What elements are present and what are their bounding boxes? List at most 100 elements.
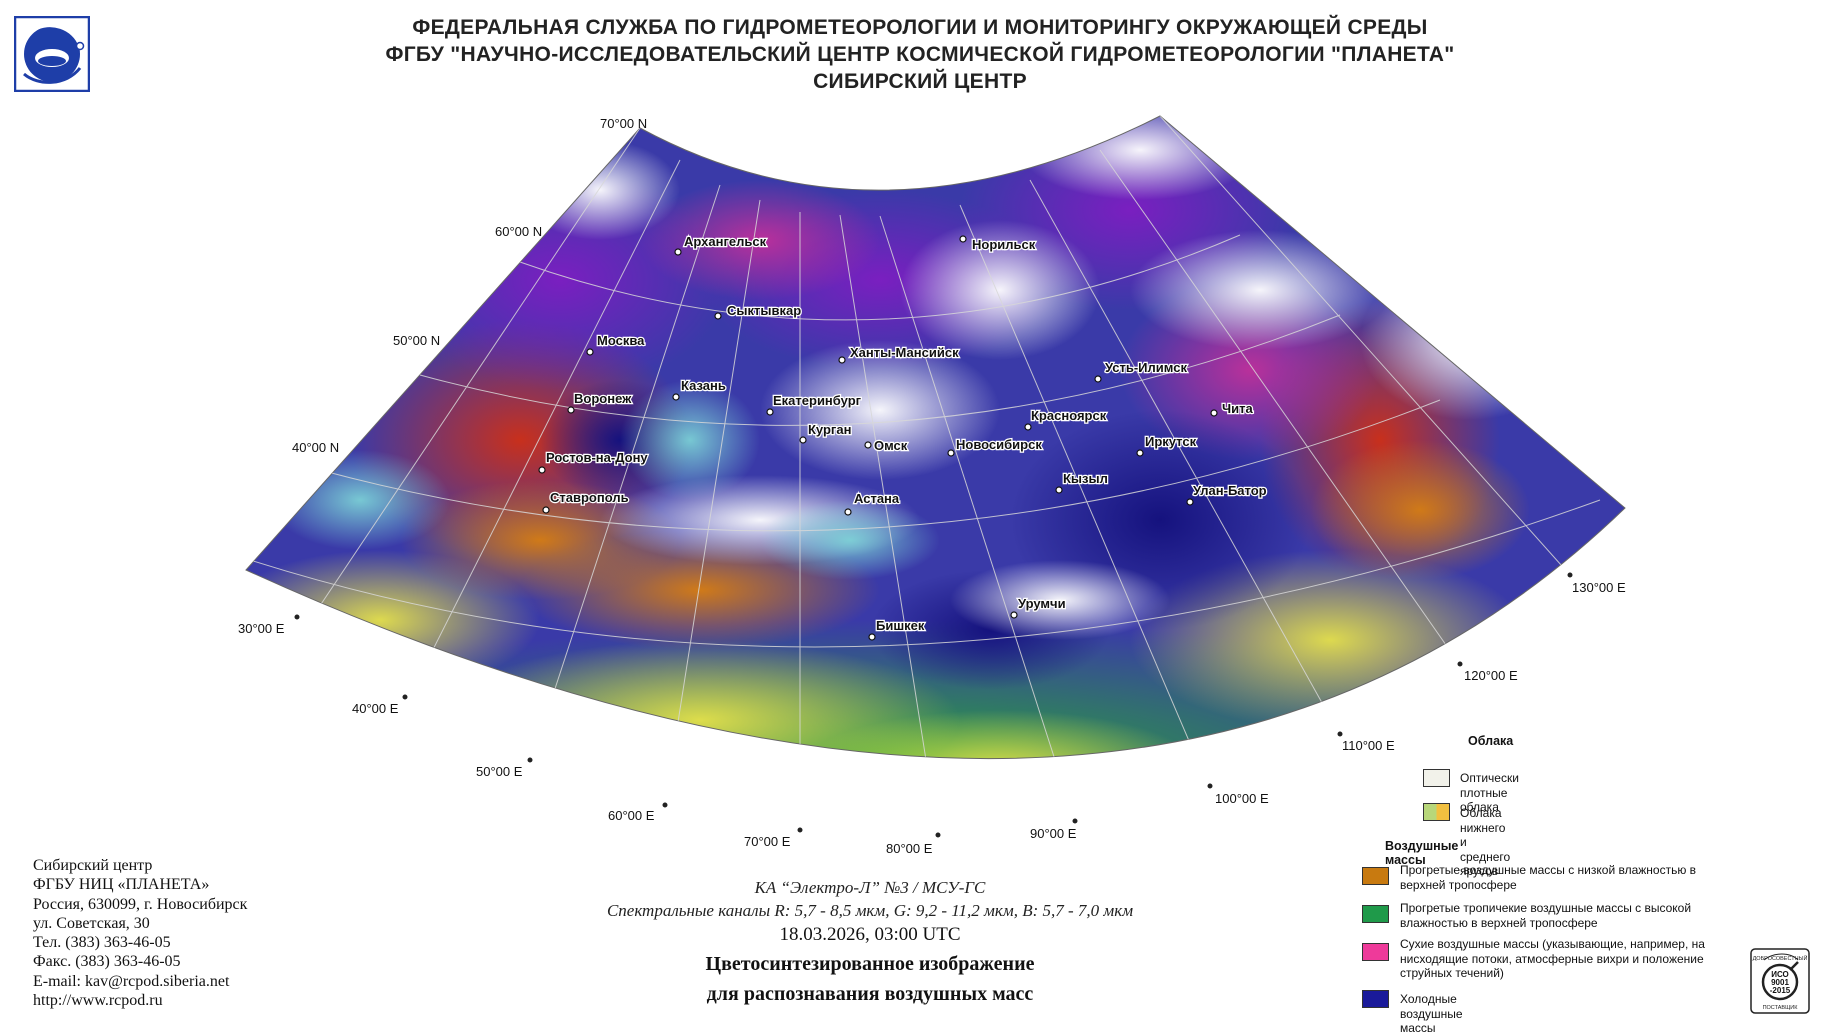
lon-label: 80°00 E: [886, 841, 933, 856]
svg-text:9001: 9001: [1771, 978, 1789, 987]
city-kurgan: Курган: [799, 421, 853, 444]
svg-text:Новосибирск: Новосибирск: [956, 437, 1042, 452]
city-khanty-mansiysk: Ханты-Мансийск: [838, 344, 960, 364]
city-krasnoyarsk: Красноярск: [1024, 407, 1108, 431]
graticule: [249, 116, 1601, 759]
header-line-3: СИБИРСКИЙ ЦЕНТР: [813, 70, 1027, 93]
legend-swatch-dense-clouds: [1423, 769, 1450, 787]
lon-label: 30°00 E: [238, 621, 285, 636]
city-norilsk: Норильск: [959, 235, 1037, 253]
city-syktyvkar: Сыктывкар: [714, 302, 802, 320]
image-title-line-2: для распознавания воздушных масс: [706, 983, 1034, 1005]
legend-swatch-cold: [1362, 990, 1389, 1008]
lat-label: 50°00 N: [393, 333, 440, 348]
legend-swatch-warm-dry: [1362, 867, 1389, 885]
city-irkutsk: Иркутск: [1136, 433, 1198, 457]
svg-text:Омск: Омск: [874, 438, 908, 453]
legend-label-warm-tropical: Прогретые тропичекие воздушные массы с в…: [1400, 901, 1692, 930]
legend-label-dry: Сухие воздушные массы (указывающие, напр…: [1400, 937, 1705, 980]
contact-phone: Тел. (383) 363-46-05: [33, 934, 171, 952]
svg-text:Воронеж: Воронеж: [574, 391, 632, 406]
lon-tick-markers: [293, 571, 1574, 839]
lon-label: 70°00 E: [744, 834, 791, 849]
city-astana: Астана: [844, 490, 901, 516]
contact-line: Сибирский центр: [33, 857, 153, 874]
svg-text:ПОСТАВЩИК: ПОСТАВЩИК: [1763, 1005, 1799, 1011]
header-line-1: ФЕДЕРАЛЬНАЯ СЛУЖБА ПО ГИДРОМЕТЕОРОЛОГИИ …: [412, 16, 1428, 39]
city-markers: Архангельск Норильск Сыктывкар Москва Ха…: [538, 233, 1268, 641]
city-kazan: Казань: [672, 377, 727, 401]
map-frame: [245, 115, 1626, 760]
svg-text:Архангельск: Архангельск: [684, 234, 767, 249]
city-kyzyl: Кызыл: [1055, 470, 1109, 494]
lon-label: 130°00 E: [1572, 580, 1626, 595]
header-line-2: ФГБУ "НАУЧНО-ИССЛЕДОВАТЕЛЬСКИЙ ЦЕНТР КОС…: [385, 43, 1455, 66]
city-bishkek: Бишкек: [868, 617, 926, 641]
city-stavropol: Ставрополь: [542, 489, 630, 514]
city-rostov-on-don: Ростов-на-Дону: [538, 449, 650, 474]
observation-datetime: 18.03.2026, 03:00 UTC: [779, 924, 961, 945]
lat-label: 70°00 N: [600, 116, 647, 131]
city-omsk: Омск: [864, 437, 909, 454]
svg-text:Иркутск: Иркутск: [1145, 434, 1197, 449]
legend-swatch-low-mid-clouds: [1423, 803, 1450, 821]
svg-text:Ставрополь: Ставрополь: [550, 490, 629, 505]
contact-fax: Факс. (383) 363-46-05: [33, 953, 181, 971]
lon-label: 120°00 E: [1464, 668, 1518, 683]
city-novosibirsk: Новосибирск: [947, 436, 1044, 457]
legend-swatch-dry: [1362, 943, 1389, 961]
svg-text:ИСО: ИСО: [1771, 970, 1789, 979]
iso-certification-badge: ДОБРОСОВЕСТНЫЙ ИСО 9001 -2015 ПОСТАВЩИК: [1750, 948, 1810, 1014]
image-caption: КА “Электро-Л” №3 / МСУ-ГС Спектральные …: [590, 876, 1150, 1006]
city-yekaterinburg: Екатеринбург: [766, 392, 863, 416]
lon-label: 50°00 E: [476, 764, 523, 779]
svg-text:Чита: Чита: [1222, 401, 1253, 416]
city-chita: Чита: [1210, 400, 1255, 417]
legend-label-dense-clouds: Оптически плотные облака: [1460, 771, 1519, 814]
latitude-labels: 70°00 N 60°00 N 50°00 N 40°00 N: [292, 116, 647, 455]
contact-info: Сибирский центр ФГБУ НИЦ «ПЛАНЕТА» Росси…: [33, 856, 247, 1010]
svg-text:Ростов-на-Дону: Ростов-на-Дону: [546, 450, 648, 465]
svg-text:ДОБРОСОВЕСТНЫЙ: ДОБРОСОВЕСТНЫЙ: [1753, 954, 1808, 962]
lon-label: 90°00 E: [1030, 826, 1077, 841]
satellite-instrument: КА “Электро-Л” №3 / МСУ-ГС: [754, 878, 986, 897]
legend-label-low-mid-clouds: Облака нижнего и среднего ярусов: [1460, 806, 1511, 878]
legend-airmass-heading: Воздушные массы: [1385, 839, 1459, 867]
lon-label: 60°00 E: [608, 808, 655, 823]
svg-text:Урумчи: Урумчи: [1018, 596, 1066, 611]
lat-label: 40°00 N: [292, 440, 339, 455]
legend-label-warm-dry: Прогретые воздушные массы с низкой влажн…: [1400, 863, 1697, 892]
planeta-logo-icon: [14, 16, 90, 92]
contact-line: ул. Советская, 30: [33, 914, 150, 932]
spectral-channels: Спектральные каналы R: 5,7 - 8,5 мкм, G:…: [606, 901, 1134, 920]
svg-text:Казань: Казань: [681, 378, 726, 393]
city-moscow: Москва: [586, 332, 646, 356]
svg-text:Норильск: Норильск: [972, 237, 1036, 252]
city-urumqi: Урумчи: [1010, 595, 1067, 619]
contact-email[interactable]: E-mail: kav@rcpod.siberia.net: [33, 972, 230, 990]
city-ulaanbaatar: Улан-Батор: [1186, 482, 1268, 506]
city-voronezh: Воронеж: [567, 390, 633, 414]
svg-text:Москва: Москва: [597, 333, 645, 348]
longitude-labels: 30°00 E 40°00 E 50°00 E 60°00 E 70°00 E …: [238, 580, 1626, 856]
svg-text:Ханты-Мансийск: Ханты-Мансийск: [850, 345, 959, 360]
svg-text:-2015: -2015: [1770, 986, 1791, 995]
city-ust-ilimsk: Усть-Илимск: [1094, 359, 1189, 383]
contact-website[interactable]: http://www.rcpod.ru: [33, 992, 163, 1010]
svg-text:Сыктывкар: Сыктывкар: [727, 303, 801, 318]
image-title-line-1: Цветосинтезированное изображение: [705, 953, 1035, 975]
city-arkhangelsk: Архангельск: [674, 233, 768, 256]
legend-label-cold: Холодные воздушные массы: [1400, 992, 1463, 1035]
contact-line: Россия, 630099, г. Новосибирск: [33, 895, 248, 913]
svg-text:Екатеринбург: Екатеринбург: [773, 393, 862, 408]
svg-text:Курган: Курган: [808, 422, 851, 437]
svg-text:Бишкек: Бишкек: [876, 618, 925, 633]
lon-label: 40°00 E: [352, 701, 399, 716]
lon-label: 100°00 E: [1215, 791, 1269, 806]
svg-text:Усть-Илимск: Усть-Илимск: [1105, 360, 1187, 375]
lon-label: 110°00 E: [1342, 738, 1395, 753]
svg-text:Красноярск: Красноярск: [1031, 408, 1107, 423]
lat-label: 60°00 N: [495, 224, 542, 239]
svg-text:Астана: Астана: [854, 491, 900, 506]
